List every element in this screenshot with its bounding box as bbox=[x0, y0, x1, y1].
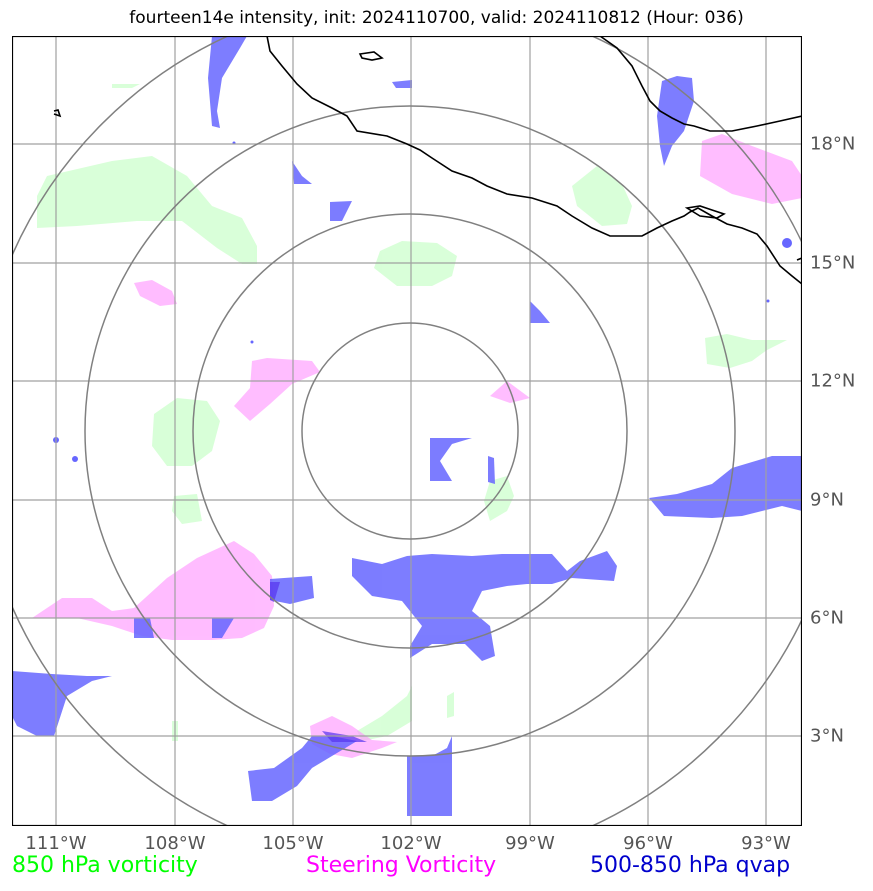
legend-steering-vorticity: Steering Vorticity bbox=[306, 853, 497, 878]
coastline bbox=[53, 36, 802, 285]
scattered-qvap-dots bbox=[53, 141, 792, 462]
lon-tick-label: 111°W bbox=[25, 833, 87, 854]
lon-tick-label: 99°W bbox=[505, 833, 555, 854]
plot-title: fourteen14e intensity, init: 2024110700,… bbox=[129, 8, 744, 28]
legend-850-vorticity: 850 hPa vorticity bbox=[12, 853, 198, 878]
map-frame bbox=[12, 36, 802, 826]
qvap-contours bbox=[12, 36, 802, 816]
lon-tick-label: 108°W bbox=[144, 833, 206, 854]
lat-tick-label: 15°N bbox=[810, 252, 856, 274]
lon-tick-label: 96°W bbox=[623, 833, 673, 854]
legend-qvap: 500-850 hPa qvap bbox=[590, 853, 791, 878]
lat-tick-label: 12°N bbox=[810, 370, 856, 392]
map-canvas bbox=[12, 36, 802, 826]
lat-tick-label: 18°N bbox=[810, 133, 856, 155]
lon-tick-label: 93°W bbox=[741, 833, 791, 854]
lat-tick-label: 3°N bbox=[810, 725, 844, 747]
lon-tick-label: 102°W bbox=[380, 833, 442, 854]
range-rings bbox=[12, 36, 802, 826]
lat-tick-label: 9°N bbox=[810, 489, 844, 511]
lon-tick-label: 105°W bbox=[262, 833, 324, 854]
lat-tick-label: 6°N bbox=[810, 607, 844, 629]
